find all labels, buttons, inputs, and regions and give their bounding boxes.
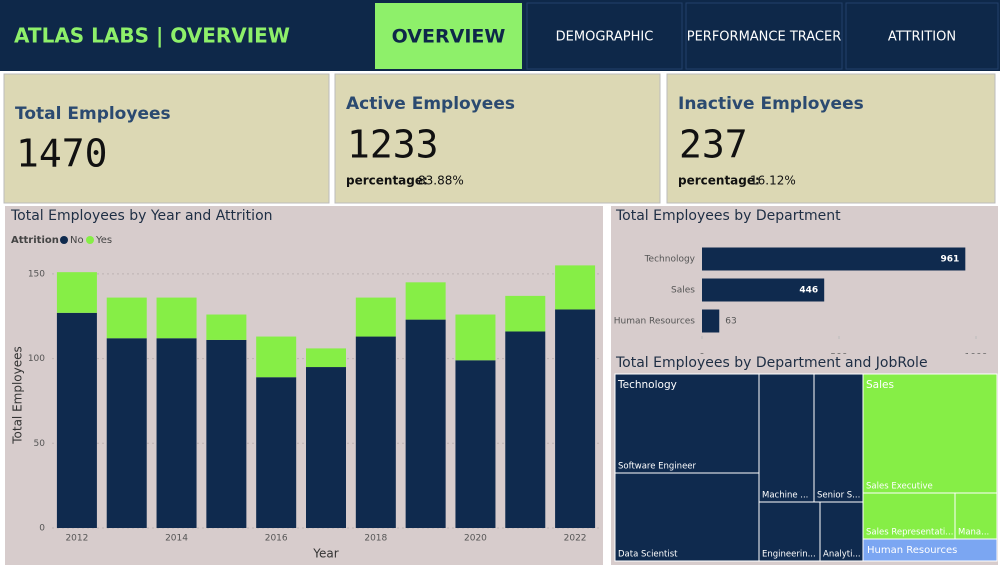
x-tick-label: 2020	[464, 534, 487, 544]
treemap-cell	[614, 373, 760, 474]
card-percentage-label: percentage:	[678, 174, 760, 188]
treemap-label: Mana...	[958, 528, 989, 538]
data-label: 446	[799, 286, 818, 296]
x-axis-title: Year	[312, 547, 338, 561]
legend-marker	[86, 236, 94, 244]
x-tick-label: 2022	[564, 534, 587, 544]
bar-segment	[505, 331, 546, 528]
y-tick-label: 150	[28, 269, 45, 279]
x-tick-label: 2014	[165, 534, 188, 544]
bar-segment	[555, 309, 596, 528]
bar-segment	[306, 348, 346, 368]
bar-segment	[455, 360, 496, 528]
y-tick-label: Human Resources	[614, 317, 696, 327]
legend-title: Attrition	[11, 235, 59, 246]
bar-segment	[56, 312, 97, 528]
x-tick-label: 0	[699, 353, 705, 363]
bar-segment	[505, 295, 546, 332]
treemap-group-label: Sales	[866, 379, 894, 391]
y-axis-title: Total Employees	[11, 346, 25, 445]
treemap-cell	[758, 373, 815, 503]
bar-segment	[106, 297, 147, 339]
treemap-group-label: Technology	[617, 379, 677, 391]
bar-segment	[555, 265, 596, 310]
bar	[702, 278, 825, 302]
y-tick-label: 0	[39, 524, 45, 534]
treemap-label: Analyti...	[823, 550, 861, 560]
bar	[702, 247, 966, 271]
bar	[702, 309, 720, 333]
y-tick-label: 50	[34, 439, 46, 449]
card-percentage-label: percentage:	[346, 174, 428, 188]
nav-tab-label[interactable]: PERFORMANCE TRACER	[687, 30, 842, 45]
bar-segment	[156, 338, 197, 528]
bar-segment	[206, 314, 247, 340]
card	[3, 73, 330, 204]
card-value: 1233	[347, 123, 439, 167]
bar-segment	[306, 367, 346, 528]
treemap-label: Senior S...	[817, 491, 860, 501]
chart-title: Total Employees by Year and Attrition	[10, 208, 273, 224]
legend-label: Yes	[95, 235, 112, 246]
bar-segment	[405, 319, 446, 528]
treemap-label: Engineerin...	[762, 550, 816, 560]
bar-segment	[206, 339, 247, 528]
card	[334, 73, 661, 204]
x-tick-label: 2012	[65, 534, 88, 544]
header-title: ATLAS LABS | OVERVIEW	[14, 24, 290, 48]
card-title: Inactive Employees	[678, 94, 864, 114]
bar-segment	[256, 336, 297, 378]
nav-tab-label[interactable]: OVERVIEW	[392, 26, 506, 48]
card-percentage: 16.12%	[750, 174, 796, 188]
treemap-cell	[862, 538, 998, 562]
card-title: Total Employees	[15, 104, 171, 124]
y-tick-label: Technology	[644, 255, 696, 265]
treemap-label: Sales Executive	[866, 482, 933, 492]
data-label: 961	[941, 255, 960, 265]
bar-segment	[355, 336, 396, 528]
treemap-cell	[862, 373, 998, 494]
data-label: 63	[725, 317, 736, 327]
treemap-label: Software Engineer	[618, 462, 697, 472]
treemap-label: Data Scientist	[618, 550, 678, 560]
bar-segment	[256, 377, 297, 528]
bar-segment	[156, 297, 197, 339]
y-tick-label: Sales	[671, 286, 695, 296]
bar-segment	[56, 272, 97, 313]
treemap-cell	[813, 373, 864, 503]
treemap-cell	[758, 501, 821, 562]
card-value: 1470	[16, 132, 108, 176]
treemap-label: Sales Representati...	[866, 528, 953, 538]
card-percentage: 83.88%	[418, 174, 464, 188]
nav-tab[interactable]	[375, 3, 522, 69]
treemap-group-label: Human Resources	[867, 545, 957, 556]
treemap-label: Machine ...	[762, 491, 808, 501]
x-tick-label: 500	[830, 353, 847, 363]
chart-title: Total Employees by Department	[615, 208, 841, 224]
title-bg	[611, 354, 998, 372]
legend-marker	[60, 236, 68, 244]
x-tick-label: 2018	[364, 534, 387, 544]
nav-tab[interactable]	[845, 2, 999, 70]
card-value: 237	[679, 123, 748, 167]
x-tick-label: 2016	[265, 534, 288, 544]
x-tick-label: 1000	[965, 353, 988, 363]
panel	[5, 206, 603, 565]
y-tick-label: 100	[28, 354, 45, 364]
chart-title: Total Employees by Department and JobRol…	[615, 355, 928, 371]
nav-tab-label[interactable]: DEMOGRAPHIC	[556, 30, 654, 45]
nav-tab[interactable]	[526, 2, 683, 70]
bar-segment	[106, 338, 147, 528]
bar-segment	[355, 297, 396, 337]
nav-tab[interactable]	[685, 2, 843, 70]
card-title: Active Employees	[346, 94, 515, 114]
bar-segment	[405, 282, 446, 320]
card	[666, 73, 996, 204]
bar-segment	[455, 314, 496, 361]
nav-tab-label[interactable]: ATTRITION	[888, 30, 956, 45]
legend-label: No	[70, 235, 84, 246]
treemap-cell	[614, 472, 760, 562]
x-axis: 0 500 1000	[699, 336, 988, 363]
